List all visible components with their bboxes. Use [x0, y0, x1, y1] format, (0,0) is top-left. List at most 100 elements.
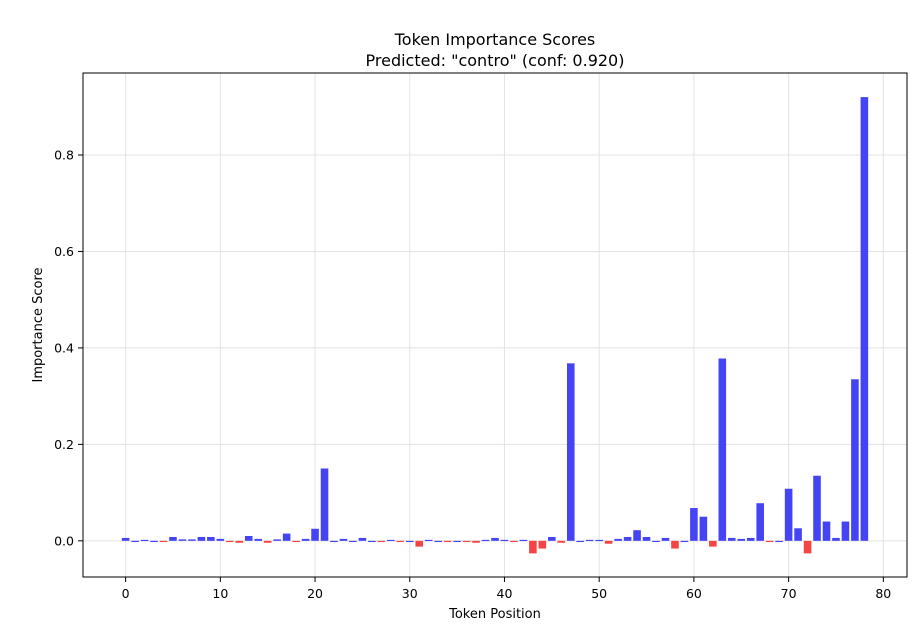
bar — [604, 540, 613, 544]
bar — [339, 538, 348, 541]
x-tick-label: 30 — [402, 586, 418, 601]
y-axis-label: Importance Score — [31, 267, 46, 382]
bar — [813, 475, 821, 541]
bar — [860, 97, 869, 541]
bar — [453, 540, 461, 543]
bar — [661, 537, 670, 541]
bar — [841, 521, 850, 541]
bar — [169, 536, 177, 541]
chart-subtitle: Predicted: "contro" (conf: 0.920) — [366, 51, 625, 70]
bar — [159, 540, 168, 543]
x-tick-label: 60 — [686, 586, 702, 601]
bar — [633, 530, 641, 541]
bar — [207, 536, 215, 541]
bar — [121, 537, 130, 541]
bar — [671, 540, 679, 549]
bar — [235, 540, 244, 543]
plot-frame — [82, 72, 908, 578]
bar — [178, 539, 187, 541]
bar — [614, 538, 622, 541]
bar — [519, 539, 528, 542]
bar — [462, 540, 471, 543]
chart-title: Token Importance Scores — [394, 30, 596, 49]
y-tick-label: 0.2 — [54, 437, 74, 452]
bar — [415, 540, 424, 547]
x-axis: 0 10 20 30 40 50 60 70 80 — [122, 577, 891, 601]
grid — [83, 73, 907, 577]
bar — [263, 540, 272, 543]
bar — [737, 538, 746, 541]
bar — [405, 540, 414, 543]
y-tick-label: 0.4 — [54, 340, 74, 355]
bar — [595, 539, 603, 542]
bar — [424, 539, 433, 542]
bar — [301, 538, 310, 541]
bar — [244, 536, 253, 541]
bar — [396, 540, 405, 543]
bar — [576, 540, 585, 543]
bar — [320, 468, 329, 541]
bar — [794, 528, 802, 541]
bar — [311, 528, 319, 541]
x-tick-label: 10 — [212, 586, 228, 601]
y-tick-label: 0.0 — [54, 533, 74, 548]
bar — [500, 539, 509, 542]
bar — [756, 503, 764, 541]
y-tick-label: 0.8 — [54, 147, 74, 162]
bar — [292, 540, 300, 543]
bar — [443, 540, 452, 543]
bar — [472, 540, 480, 543]
bar — [680, 540, 689, 543]
bar — [832, 537, 840, 541]
bar — [254, 538, 263, 541]
bar — [851, 379, 859, 541]
bar — [727, 537, 736, 541]
bar — [150, 540, 158, 543]
bar — [282, 533, 291, 541]
bar — [585, 539, 594, 542]
bar — [709, 540, 717, 547]
bar — [746, 537, 755, 541]
bar — [690, 508, 698, 541]
x-axis-label: Token Position — [448, 607, 541, 622]
bar — [188, 539, 196, 541]
bar — [822, 521, 831, 541]
y-axis: 0.0 0.2 0.4 0.6 0.8 — [54, 147, 83, 548]
bar — [510, 540, 518, 543]
bar — [491, 537, 499, 541]
bar — [548, 536, 556, 541]
bar — [538, 540, 547, 549]
bar — [775, 540, 783, 543]
bar — [387, 539, 395, 542]
x-tick-label: 40 — [497, 586, 513, 601]
bar — [358, 537, 367, 541]
x-tick-label: 70 — [781, 586, 797, 601]
bars — [121, 97, 869, 554]
bar — [368, 540, 376, 543]
bar — [529, 540, 537, 554]
bar — [216, 538, 225, 541]
bar — [566, 363, 575, 541]
bar — [642, 536, 651, 541]
x-tick-label: 50 — [591, 586, 607, 601]
x-tick-label: 0 — [122, 586, 130, 601]
bar — [197, 536, 206, 541]
bar — [349, 540, 357, 543]
bar — [784, 488, 793, 541]
bar — [803, 540, 812, 554]
x-tick-label: 20 — [307, 586, 323, 601]
bar — [330, 540, 338, 543]
bar — [557, 540, 566, 543]
bar — [273, 539, 281, 541]
bar — [481, 539, 490, 542]
bar — [718, 358, 727, 541]
bar — [140, 539, 149, 542]
bar — [623, 536, 632, 541]
bar — [226, 540, 234, 543]
bar — [699, 516, 708, 541]
x-tick-label: 80 — [875, 586, 891, 601]
y-tick-label: 0.6 — [54, 244, 74, 259]
bar — [765, 540, 774, 543]
bar — [434, 540, 442, 543]
